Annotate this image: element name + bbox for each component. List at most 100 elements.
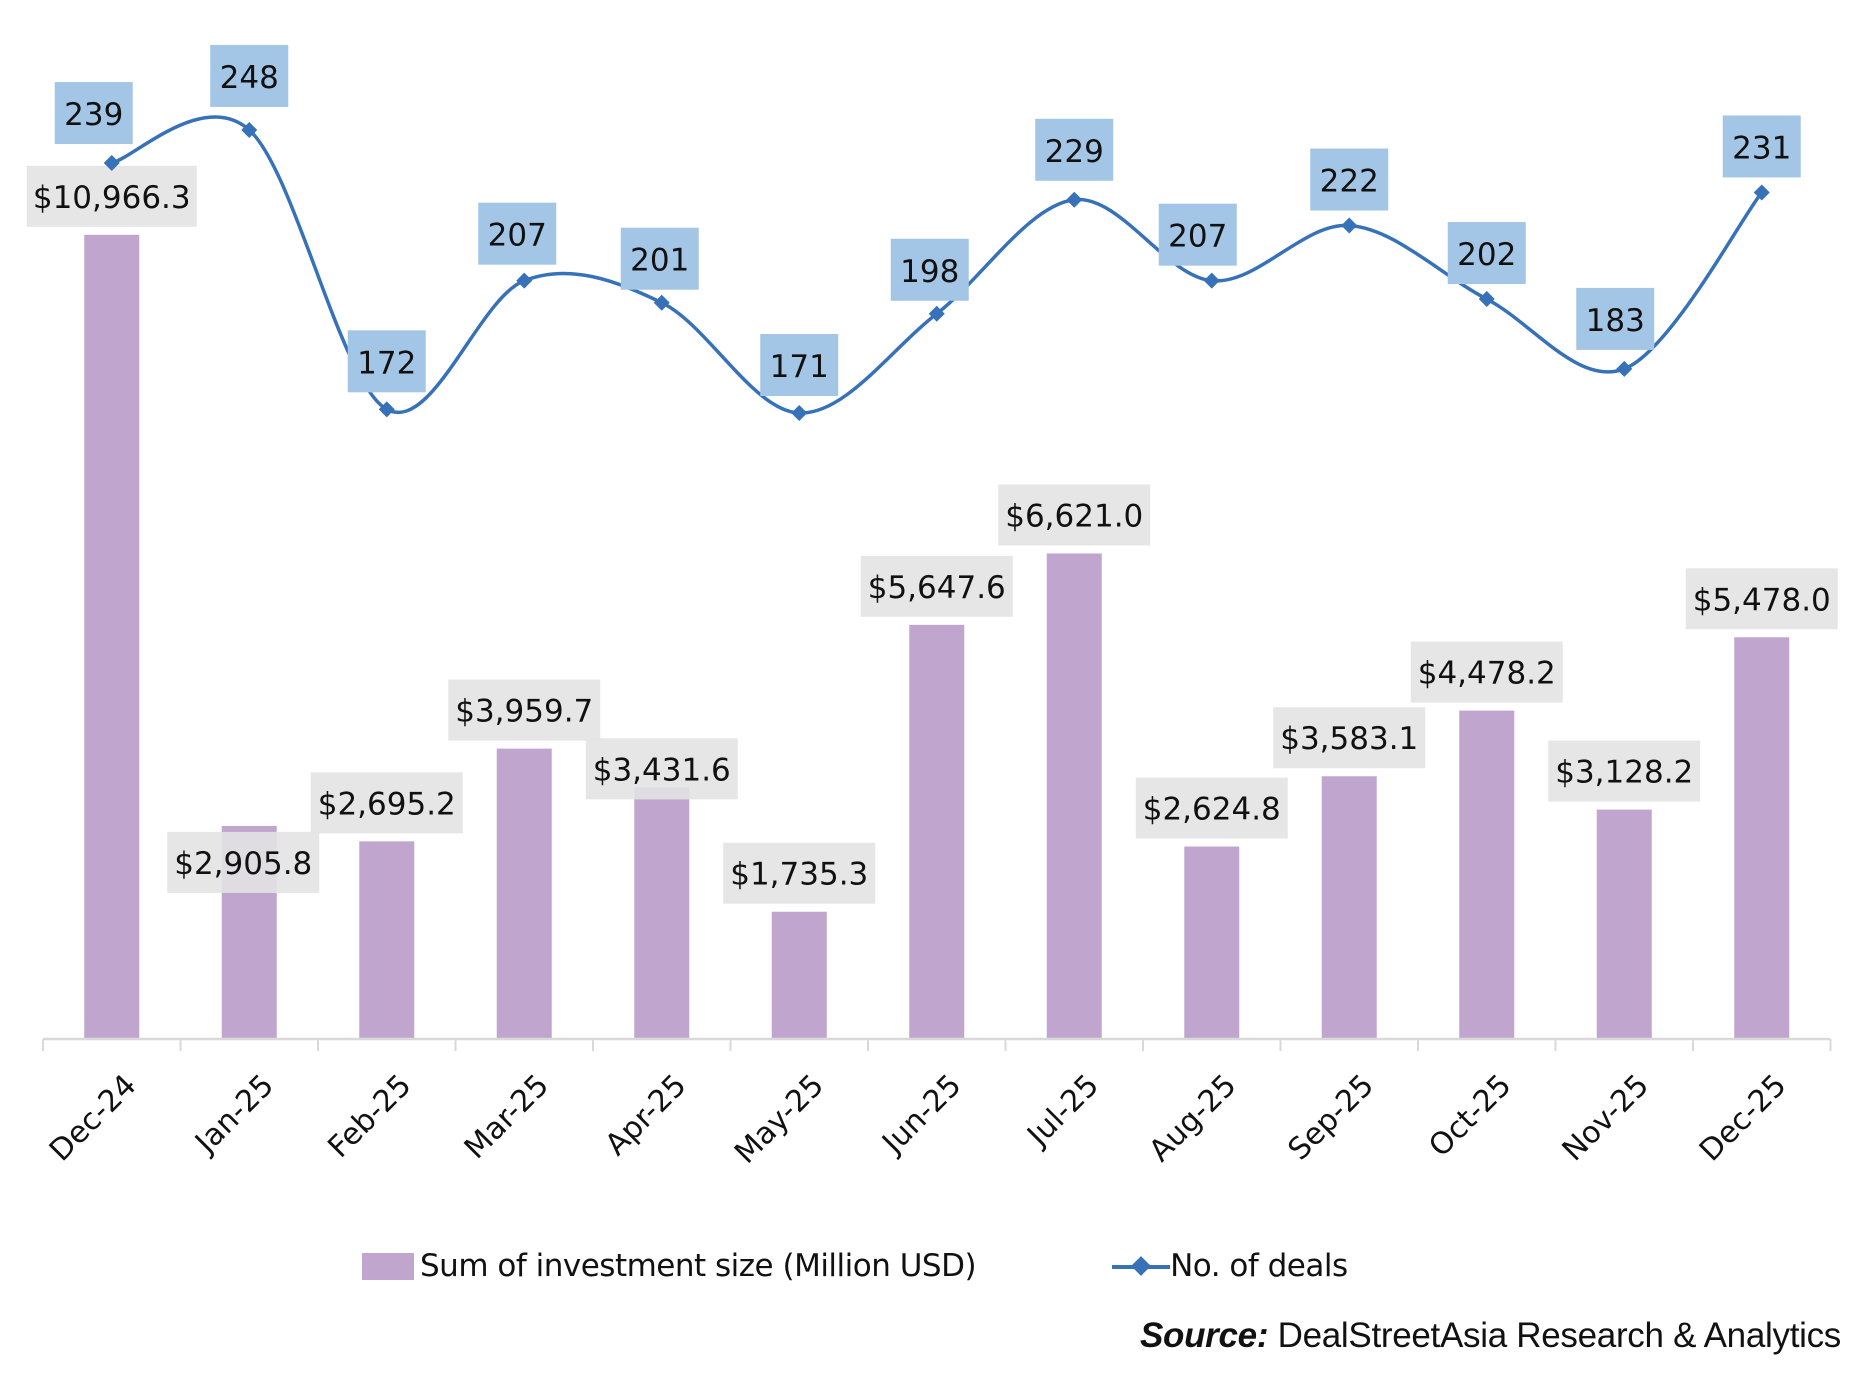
bar [909, 624, 965, 1039]
line-data-label-box [890, 238, 969, 301]
x-tick-label: Oct-25 [1422, 1068, 1518, 1164]
x-axis-labels: Dec-24 Jan-25 Feb-25 Mar-25 Apr-25 May-25 Jun-… [43, 1068, 1793, 1171]
bar-data-label-box [585, 738, 738, 800]
line-data-label: 171 [770, 349, 829, 385]
line-data-label: 229 [1045, 134, 1104, 170]
bar [1184, 846, 1240, 1039]
bar-data-label-box [723, 842, 876, 904]
bar-data-label: $3,431.6 [593, 752, 731, 788]
bar-data-label: $5,478.0 [1693, 582, 1831, 618]
line-data-label: 172 [357, 345, 416, 381]
bar-data-label: $10,966.3 [33, 180, 191, 216]
line-data-label: 183 [1586, 303, 1645, 339]
bar-data-labels: $10,966.3 $2,905.8$2,695.2 $3,959.7$3,431.… [26, 165, 1838, 904]
x-tick-label: Sep-25 [1282, 1068, 1381, 1167]
line-data-label-box [620, 227, 699, 290]
diamond-marker-icon [103, 155, 120, 172]
legend: Sum of investment size (Million USD) No.… [362, 1248, 1348, 1284]
line-data-label: 239 [64, 97, 123, 133]
bar [634, 787, 690, 1039]
bars-layer [84, 234, 1790, 1039]
line-data-label-box [1310, 148, 1389, 211]
legend-label-deals: No. of deals [1170, 1248, 1348, 1284]
bar [1459, 710, 1515, 1039]
line-data-label-box [1722, 115, 1801, 178]
diamond-marker-icon [516, 272, 533, 289]
x-axis-ticks [42, 1039, 1832, 1051]
line-data-label: 198 [900, 254, 959, 290]
legend-label-investment: Sum of investment size (Million USD) [420, 1248, 977, 1284]
bar [1321, 776, 1377, 1039]
bar [1596, 809, 1652, 1039]
x-tick-label: Mar-25 [458, 1068, 556, 1166]
diamond-marker-icon [791, 405, 808, 422]
deals-data-labels: 239 248 172 207 201 171 198 229 207 222 202 183 231 [54, 44, 1801, 397]
diamond-marker-icon [1616, 360, 1633, 377]
bar-data-label: $2,905.8 [174, 846, 312, 882]
line-data-label-box [1576, 287, 1655, 350]
diamond-marker-icon [1478, 291, 1495, 308]
x-tick-label: Jan-25 [187, 1068, 281, 1162]
line-data-label-box [347, 330, 426, 393]
line-data-label-box [210, 44, 289, 107]
diamond-marker-icon [1341, 217, 1358, 234]
bar-data-label-box [860, 555, 1013, 617]
bar [84, 234, 140, 1039]
line-data-label-box [1447, 222, 1526, 285]
line-data-label: 222 [1320, 164, 1379, 200]
bar-data-label: $2,624.8 [1143, 792, 1281, 828]
diamond-marker-icon [1753, 184, 1770, 201]
deals-markers [103, 121, 1770, 422]
bar-data-label: $5,647.6 [868, 570, 1006, 606]
line-data-label: 207 [1168, 219, 1227, 255]
bar-data-label-box [1685, 568, 1838, 630]
bar-data-label-box [1548, 740, 1701, 802]
line-data-label-box [478, 202, 557, 265]
line-data-label-box [1035, 118, 1114, 181]
bar-data-label: $6,621.0 [1005, 498, 1143, 534]
x-tick-label: Dec-24 [43, 1068, 143, 1168]
bar-data-label: $4,478.2 [1418, 656, 1556, 692]
line-data-label-box [1158, 203, 1237, 266]
legend-item-deals: No. of deals [976, 1248, 1348, 1284]
bar-data-label-box [310, 772, 463, 834]
source-label: Source: [1139, 1316, 1269, 1355]
bar-swatch-icon [362, 1252, 414, 1280]
diamond-marker-icon [1203, 272, 1220, 289]
line-data-label-box [760, 334, 839, 397]
bar-data-label-box [998, 484, 1151, 546]
line-data-label: 248 [220, 60, 279, 96]
line-data-label: 231 [1732, 130, 1791, 166]
source-note: Source: DealStreetAsia Research & Analyt… [1140, 1316, 1841, 1356]
bar-data-label-box [167, 831, 320, 893]
diamond-marker-icon [1066, 191, 1083, 208]
diamond-marker-icon [928, 305, 945, 322]
bar-data-label-box [448, 679, 601, 741]
x-tick-label: Jun-25 [874, 1068, 968, 1162]
source-text: DealStreetAsia Research & Analytics [1268, 1316, 1842, 1355]
bar-data-label: $3,583.1 [1280, 721, 1418, 757]
line-diamond-icon [1112, 1253, 1171, 1280]
line-data-label: 201 [630, 243, 689, 279]
bar [496, 748, 552, 1039]
bar [359, 841, 415, 1039]
bar [1734, 637, 1790, 1039]
x-tick-label: Nov-25 [1556, 1068, 1656, 1168]
bar-data-label-box [1273, 707, 1426, 769]
bar-data-label: $2,695.2 [318, 786, 456, 822]
bar-data-label-box [1410, 641, 1563, 703]
bar-data-label: $3,128.2 [1555, 755, 1693, 791]
x-tick-label: Feb-25 [321, 1068, 418, 1165]
bar [771, 911, 827, 1039]
bar-data-label: $3,959.7 [455, 694, 593, 730]
legend-item-investment: Sum of investment size (Million USD) [362, 1248, 977, 1284]
line-data-label: 202 [1457, 237, 1516, 273]
combo-chart: Dec-24 Jan-25 Feb-25 Mar-25 Apr-25 May-25 Jun-… [26, 44, 1838, 1171]
x-tick-label: Jul-25 [1019, 1068, 1105, 1154]
diamond-marker-icon [241, 121, 258, 138]
diamond-marker-icon [653, 294, 670, 311]
x-tick-label: May-25 [728, 1068, 831, 1171]
bar-data-label-box [1135, 777, 1288, 839]
line-data-label: 207 [488, 218, 547, 254]
x-tick-label: Aug-25 [1143, 1068, 1244, 1169]
